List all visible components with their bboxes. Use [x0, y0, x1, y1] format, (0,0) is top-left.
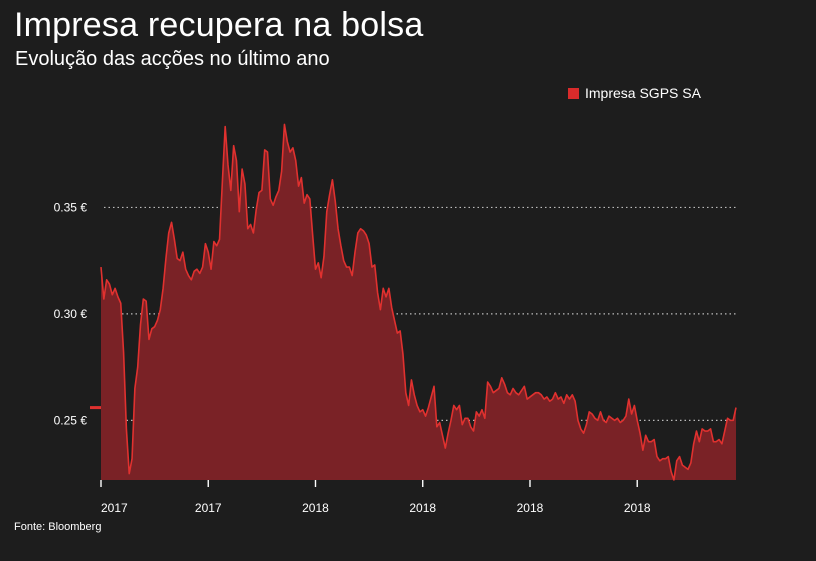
series-line	[100, 123, 737, 481]
x-tick-label: 2018	[409, 501, 436, 515]
x-tick-label: 2017	[195, 501, 222, 515]
legend: Impresa SGPS SA	[568, 85, 701, 101]
series-area	[101, 124, 736, 480]
legend-label: Impresa SGPS SA	[585, 85, 701, 101]
x-tick-label: 2017	[101, 501, 128, 515]
x-tick-label: 2018	[302, 501, 329, 515]
x-tick-label: 2018	[517, 501, 544, 515]
y-tick-label: 0.25 €	[54, 413, 88, 427]
chart-title: Impresa recupera na bolsa	[14, 6, 424, 44]
legend-swatch	[568, 87, 579, 99]
chart-subtitle: Evolução das acções no último ano	[15, 48, 330, 70]
x-tick-label: 2018	[624, 501, 651, 515]
axis-labels: 0.25 € 0.30 € 0.35 € 2017 2017 2018 2018 2018 20…	[54, 200, 651, 515]
y-tick-label: 0.30 €	[54, 307, 88, 321]
source-note: Fonte: Bloomberg	[14, 521, 102, 533]
area-layer	[100, 123, 737, 481]
y-tick-label: 0.35 €	[54, 200, 88, 214]
